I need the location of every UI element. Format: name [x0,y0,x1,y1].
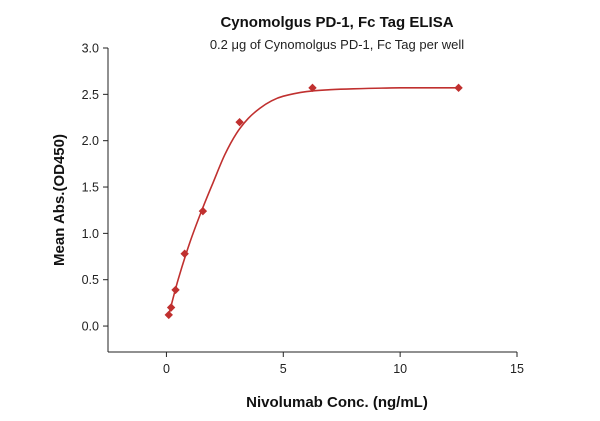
x-tick-label: 10 [393,362,407,376]
y-tick-label: 2.0 [82,134,99,148]
y-axis-ticks: 0.0 0.5 1.0 1.5 2.0 2.5 3.0 [82,42,108,334]
x-tick-label: 15 [510,362,524,376]
data-points [164,83,463,320]
data-point-diamond [171,285,180,295]
x-axis-label: Nivolumab Conc. (ng/mL) [246,394,428,411]
data-point-diamond [198,206,208,216]
data-point-diamond [180,249,189,258]
chart-subtitle: 0.2 μg of Cynomolgus PD-1, Fc Tag per we… [210,37,464,52]
chart-title: Cynomolgus PD-1, Fc Tag ELISA [220,14,453,31]
x-tick-label: 0 [163,362,170,376]
data-point-diamond [235,117,244,127]
y-tick-label: 3.0 [82,42,99,56]
x-tick-label: 5 [280,362,287,376]
y-tick-label: 0.5 [82,273,99,287]
y-tick-label: 0.0 [82,320,99,334]
data-point-diamond [454,83,463,93]
y-tick-label: 2.5 [82,88,99,102]
data-point-diamond [308,83,317,93]
data-point-diamond [166,303,176,312]
data-point-diamond [164,310,173,320]
fit-curve-line [167,86,459,316]
y-axis-label: Mean Abs.(OD450) [51,134,68,266]
y-tick-label: 1.0 [82,227,99,241]
y-tick-label: 1.5 [82,181,99,195]
x-axis-ticks: 0 5 10 15 [163,352,524,376]
